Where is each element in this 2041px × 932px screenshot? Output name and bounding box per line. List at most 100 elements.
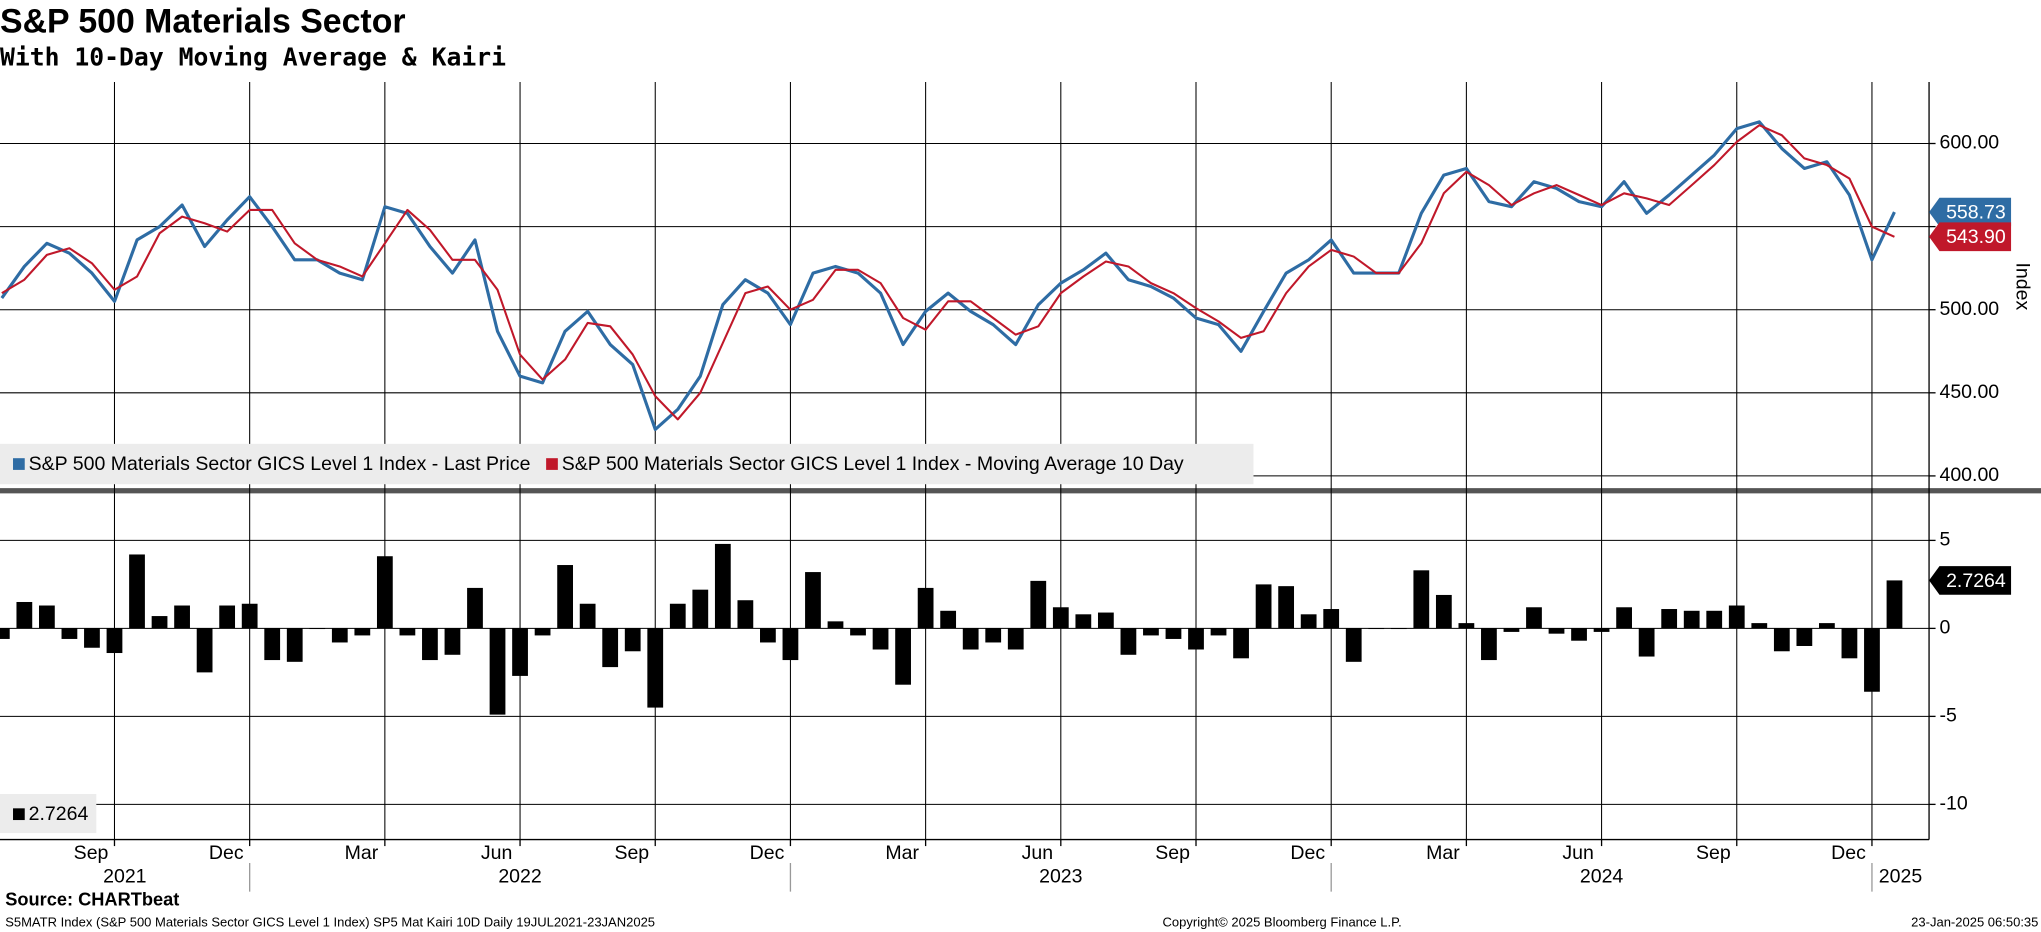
bar bbox=[557, 565, 574, 629]
line-series bbox=[0, 120, 1896, 431]
bar bbox=[1526, 607, 1542, 629]
bar bbox=[399, 628, 416, 636]
footer-center: Copyright© 2025 Bloomberg Finance L.P. bbox=[1163, 914, 1402, 929]
bar bbox=[940, 610, 957, 629]
bar bbox=[241, 603, 258, 629]
bar bbox=[1819, 623, 1835, 629]
last-value-tag bbox=[1929, 222, 2012, 252]
bar bbox=[1458, 623, 1475, 629]
x-tick-label: Jun bbox=[1022, 842, 1053, 864]
bar bbox=[512, 628, 528, 676]
bar bbox=[151, 616, 168, 629]
bar bbox=[1075, 614, 1092, 629]
bar bbox=[917, 587, 934, 629]
x-tick-label: Sep bbox=[614, 842, 649, 864]
last-value-label: 543.90 bbox=[1946, 226, 2006, 248]
bar bbox=[1683, 610, 1700, 629]
legend-background bbox=[0, 443, 1254, 485]
bar bbox=[1886, 580, 1903, 629]
bar bbox=[602, 628, 619, 668]
y-tick-label: 5 bbox=[1939, 529, 1950, 551]
bar bbox=[1413, 570, 1430, 629]
bar bbox=[1120, 628, 1137, 655]
bar bbox=[1278, 586, 1295, 629]
bar bbox=[782, 628, 799, 661]
x-tick-label: Dec bbox=[209, 842, 244, 864]
bar bbox=[692, 589, 709, 629]
bar bbox=[422, 628, 438, 661]
bar bbox=[1030, 580, 1047, 629]
bar bbox=[1435, 594, 1452, 629]
bar bbox=[1097, 612, 1114, 629]
bar bbox=[1143, 628, 1159, 636]
y-tick-label: -5 bbox=[1939, 705, 1956, 727]
bar bbox=[84, 628, 100, 648]
bar bbox=[1165, 628, 1182, 639]
bar bbox=[1773, 628, 1790, 652]
bar bbox=[1210, 628, 1227, 636]
bar bbox=[331, 628, 348, 643]
legend-label: S&P 500 Materials Sector GICS Level 1 In… bbox=[29, 453, 531, 475]
chart-title: S&P 500 Materials Sector bbox=[0, 2, 406, 40]
last-value-label: 2.7264 bbox=[1946, 570, 2006, 592]
bar bbox=[1616, 607, 1632, 629]
bar bbox=[1841, 628, 1858, 659]
y-tick-label: 0 bbox=[1939, 617, 1950, 639]
y-axis-label: Index bbox=[2011, 262, 2033, 310]
bar bbox=[1368, 628, 1385, 630]
year-label: 2021 bbox=[103, 865, 146, 887]
bar bbox=[579, 603, 596, 629]
bar bbox=[624, 628, 641, 652]
y-tick-label: 450.00 bbox=[1939, 381, 1999, 403]
bar bbox=[760, 628, 776, 643]
bar bbox=[827, 621, 844, 629]
bar bbox=[737, 600, 754, 629]
bar bbox=[1548, 628, 1565, 634]
footer-left: S5MATR Index (S&P 500 Materials Sector G… bbox=[5, 914, 655, 929]
bar bbox=[985, 628, 1002, 643]
year-label: 2024 bbox=[1580, 865, 1624, 887]
y-tick-label: 500.00 bbox=[1939, 298, 1999, 320]
x-tick-label: Jun bbox=[1562, 842, 1593, 864]
bar bbox=[286, 628, 303, 662]
bar bbox=[309, 628, 326, 630]
bar bbox=[129, 554, 145, 629]
bar bbox=[61, 628, 78, 639]
bar bbox=[1390, 628, 1407, 630]
bar bbox=[264, 628, 281, 661]
legend-swatch bbox=[13, 808, 25, 821]
year-label: 2023 bbox=[1039, 865, 1082, 887]
bar bbox=[669, 603, 686, 629]
last-value-tag bbox=[1929, 197, 2012, 227]
x-tick-label: Mar bbox=[345, 842, 379, 864]
bar bbox=[872, 628, 889, 650]
legend-label: 2.7264 bbox=[29, 803, 89, 825]
bar bbox=[1661, 609, 1678, 629]
bar bbox=[106, 628, 123, 654]
bar bbox=[174, 605, 190, 629]
year-label: 2022 bbox=[498, 865, 541, 887]
bar bbox=[1864, 628, 1880, 692]
year-label: 2025 bbox=[1879, 865, 1923, 887]
bar bbox=[467, 587, 483, 629]
chart-subtitle: With 10-Day Moving Average & Kairi bbox=[0, 43, 506, 72]
bar bbox=[805, 572, 821, 629]
y-tick-label: 600.00 bbox=[1939, 132, 1999, 154]
bar bbox=[962, 628, 979, 650]
bar bbox=[1593, 628, 1610, 632]
legend-swatch bbox=[546, 458, 558, 470]
x-tick-label: Mar bbox=[1426, 842, 1460, 864]
bar bbox=[354, 628, 371, 636]
y-tick-label: 400.00 bbox=[1939, 464, 1999, 486]
last-value-tag bbox=[1929, 566, 2012, 595]
bar bbox=[489, 628, 506, 715]
line-series bbox=[1, 124, 1895, 421]
bar bbox=[1796, 628, 1813, 646]
bar bbox=[1503, 628, 1520, 632]
bar bbox=[1052, 607, 1069, 629]
bar bbox=[1706, 610, 1723, 629]
x-tick-label: Dec bbox=[750, 842, 785, 864]
x-tick-label: Dec bbox=[1290, 842, 1325, 864]
